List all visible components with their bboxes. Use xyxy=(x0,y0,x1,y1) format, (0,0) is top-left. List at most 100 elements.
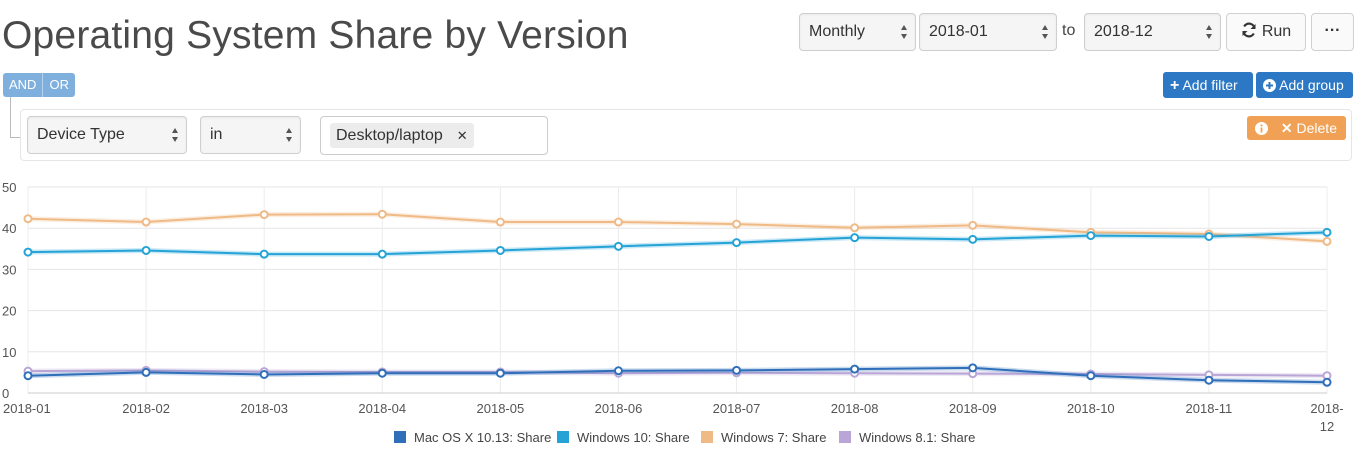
data-point xyxy=(377,249,387,259)
filter-value-tag: Desktop/laptop ✕ xyxy=(330,123,474,148)
y-tick-label: 40 xyxy=(2,221,16,236)
period-select-value: Monthly xyxy=(809,23,866,40)
to-label: to xyxy=(1062,22,1076,39)
x-tick-label: 2018-01 xyxy=(3,401,51,416)
x-tick-label: 2018-06 xyxy=(595,401,643,416)
y-tick-label: 50 xyxy=(2,180,16,195)
data-point xyxy=(23,214,33,224)
or-toggle[interactable]: OR xyxy=(49,77,69,92)
select-arrows-icon xyxy=(172,128,179,142)
data-point xyxy=(613,217,623,227)
data-point xyxy=(968,220,978,230)
delete-filter-button[interactable]: ✕ Delete xyxy=(1247,116,1346,140)
data-point xyxy=(613,241,623,251)
data-point xyxy=(732,365,742,375)
data-point xyxy=(23,371,33,381)
filter-operator-value: in xyxy=(210,126,223,143)
data-point xyxy=(850,364,860,374)
y-tick-label: 20 xyxy=(2,304,16,319)
more-options-button[interactable]: ··· xyxy=(1311,13,1354,51)
filter-value-input[interactable]: Desktop/laptop ✕ xyxy=(320,116,548,155)
chart-legend: Mac OS X 10.13: Share Windows 10: Share Wi… xyxy=(394,430,975,445)
data-point xyxy=(259,210,269,220)
data-point xyxy=(850,223,860,233)
filter-value-label: Desktop/laptop xyxy=(336,127,443,144)
times-icon: ✕ xyxy=(1280,120,1293,136)
page-title: Operating System Share by Version xyxy=(2,14,629,57)
data-point xyxy=(23,247,33,257)
and-toggle[interactable]: AND xyxy=(9,77,37,92)
legend-item: Windows 8.1: Share xyxy=(839,430,975,445)
delete-label: Delete xyxy=(1296,120,1337,136)
start-date-select[interactable]: 2018-01 xyxy=(919,13,1057,51)
run-button[interactable]: Run xyxy=(1226,13,1306,51)
plus-circle-icon xyxy=(1263,79,1276,92)
data-point xyxy=(968,234,978,244)
add-group-label: Add group xyxy=(1279,77,1344,93)
legend-item: Windows 10: Share xyxy=(557,430,690,445)
period-select[interactable]: Monthly xyxy=(799,13,916,51)
x-tick-label: 2018-11 xyxy=(1186,401,1233,416)
data-point xyxy=(141,245,151,255)
series-line xyxy=(27,231,1328,256)
legend-swatch xyxy=(557,431,569,443)
run-button-label: Run xyxy=(1261,23,1292,40)
filter-tree-connector xyxy=(10,97,27,138)
start-date-value: 2018-01 xyxy=(929,23,988,40)
data-point xyxy=(1322,377,1332,387)
x-tick-label: 2018-07 xyxy=(713,401,761,416)
series-line xyxy=(27,366,1328,384)
data-point xyxy=(495,217,505,227)
select-arrows-icon xyxy=(1042,25,1049,39)
add-group-button[interactable]: Add group xyxy=(1256,72,1353,98)
x-tick-label: 2018-02 xyxy=(122,401,170,416)
legend-swatch xyxy=(839,431,851,443)
legend-swatch xyxy=(394,431,406,443)
y-tick-label: 0 xyxy=(2,386,9,401)
x-tick-label: 2018-04 xyxy=(358,401,406,416)
data-point xyxy=(732,238,742,248)
series-line xyxy=(27,213,1328,243)
data-point xyxy=(259,249,269,259)
data-point xyxy=(141,367,151,377)
data-point xyxy=(613,366,623,376)
data-point xyxy=(1086,231,1096,241)
x-tick-label: 2018-09 xyxy=(949,401,997,416)
end-date-value: 2018-12 xyxy=(1094,23,1153,40)
data-point xyxy=(1322,227,1332,237)
refresh-icon xyxy=(1242,22,1256,38)
data-point xyxy=(1086,371,1096,381)
data-point xyxy=(1204,375,1214,385)
filter-field-select[interactable]: Device Type xyxy=(27,116,187,154)
ellipsis-icon: ··· xyxy=(1324,22,1341,39)
legend-label: Mac OS X 10.13: Share xyxy=(414,430,551,445)
y-tick-label: 30 xyxy=(2,262,16,277)
end-date-select[interactable]: 2018-12 xyxy=(1084,13,1221,51)
filter-field-value: Device Type xyxy=(37,126,125,143)
series-line xyxy=(27,369,1328,377)
legend-label: Windows 10: Share xyxy=(577,430,690,445)
legend-label: Windows 7: Share xyxy=(721,430,827,445)
and-or-toggle[interactable]: AND OR xyxy=(3,73,75,97)
data-point xyxy=(732,219,742,229)
filter-operator-select[interactable]: in xyxy=(200,116,301,154)
remove-tag-icon[interactable]: ✕ xyxy=(456,128,468,143)
x-tick-label: 2018-03 xyxy=(240,401,288,416)
x-tick-label: 2018-05 xyxy=(477,401,525,416)
data-point xyxy=(377,209,387,219)
data-point xyxy=(495,245,505,255)
x-tick-label: 12 xyxy=(1320,419,1334,434)
select-arrows-icon xyxy=(286,128,293,142)
data-point xyxy=(1204,231,1214,241)
select-arrows-icon xyxy=(901,25,908,39)
add-filter-button[interactable]: + Add filter xyxy=(1163,72,1253,98)
legend-item: Windows 7: Share xyxy=(701,430,827,445)
data-point xyxy=(495,368,505,378)
x-tick-label: 2018- xyxy=(1310,401,1343,416)
y-tick-label: 10 xyxy=(2,345,16,360)
info-icon xyxy=(1255,122,1268,135)
chart-plot-area: 0 10 20 30 40 50 2018-01 2018-02 2018-03 2018-04 2… xyxy=(2,180,1344,434)
x-tick-label: 2018-10 xyxy=(1067,401,1115,416)
legend-label: Windows 8.1: Share xyxy=(859,430,975,445)
